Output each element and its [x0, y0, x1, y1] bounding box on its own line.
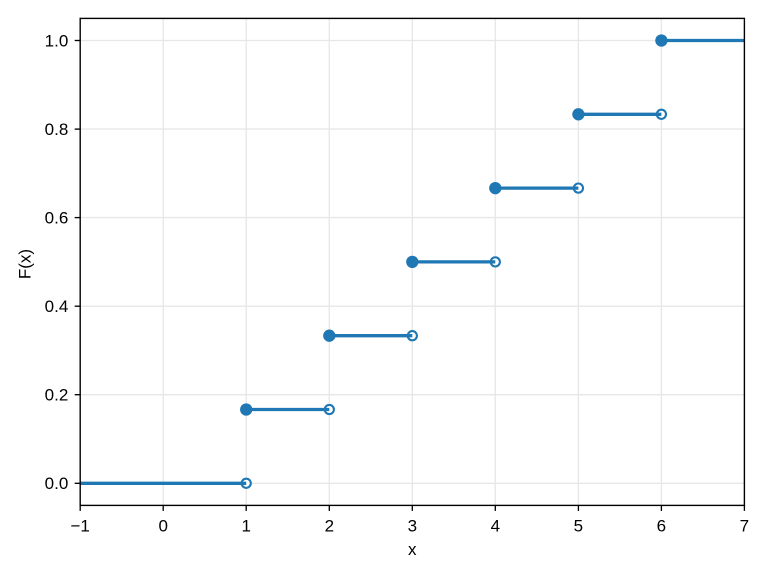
svg-text:1: 1 — [241, 517, 250, 536]
svg-text:0.4: 0.4 — [45, 297, 69, 316]
svg-text:2: 2 — [325, 517, 334, 536]
svg-text:5: 5 — [574, 517, 583, 536]
svg-text:x: x — [408, 540, 417, 559]
svg-text:0.0: 0.0 — [45, 474, 69, 493]
svg-text:7: 7 — [740, 517, 749, 536]
svg-text:0.2: 0.2 — [45, 386, 69, 405]
svg-text:1.0: 1.0 — [45, 31, 69, 50]
svg-text:−1: −1 — [71, 517, 90, 536]
svg-text:3: 3 — [408, 517, 417, 536]
svg-text:4: 4 — [491, 517, 500, 536]
svg-text:0: 0 — [158, 517, 167, 536]
svg-text:0.8: 0.8 — [45, 120, 69, 139]
svg-text:6: 6 — [657, 517, 666, 536]
svg-text:F(x): F(x) — [16, 249, 35, 279]
svg-text:0.6: 0.6 — [45, 208, 69, 227]
